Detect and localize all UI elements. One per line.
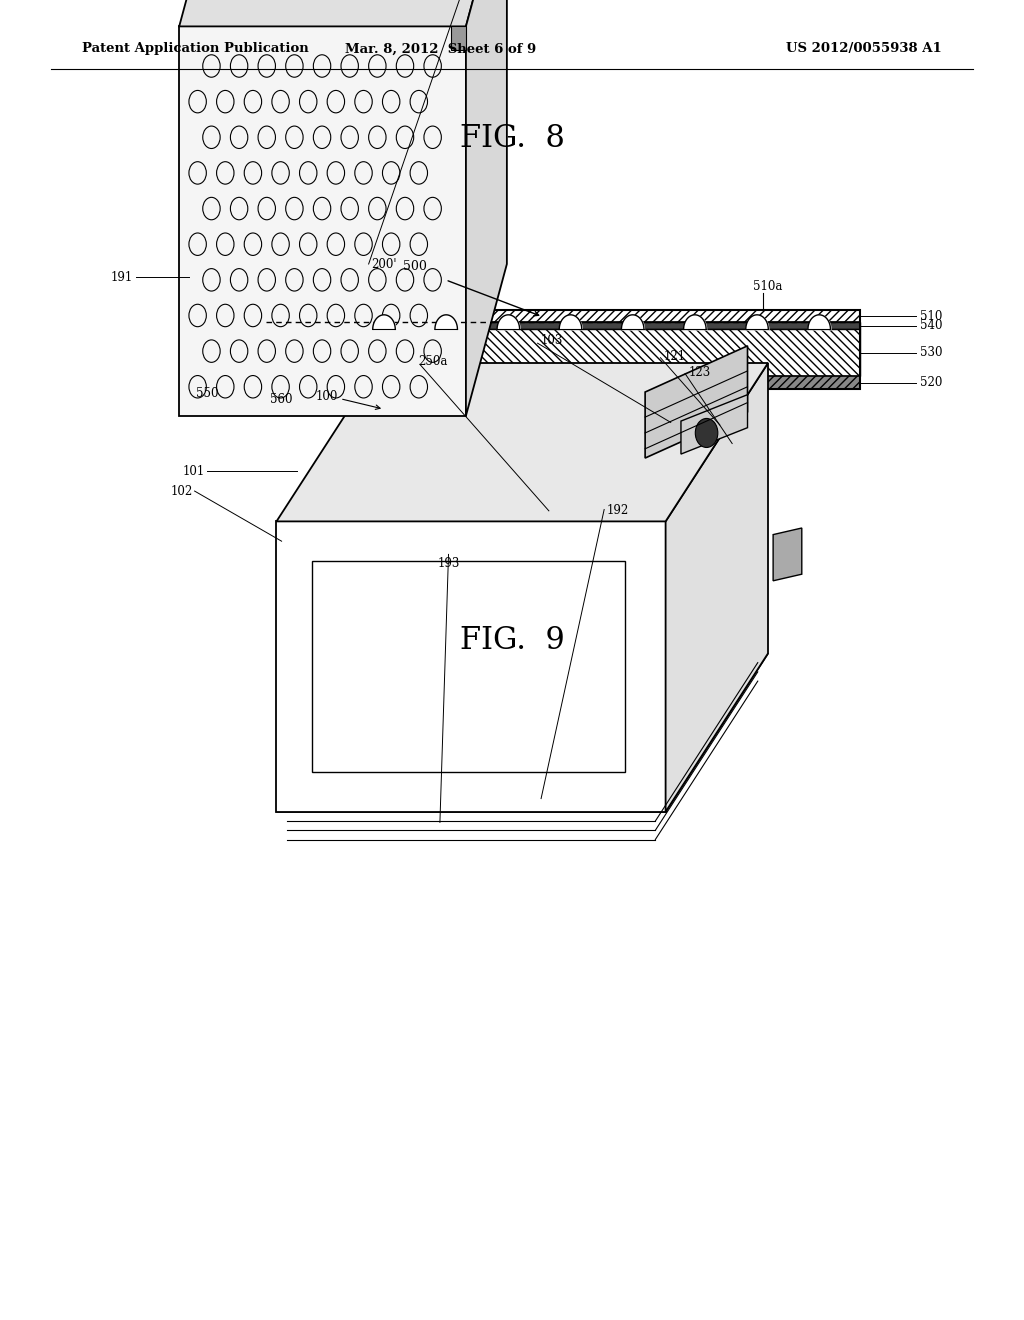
Text: 200': 200'	[371, 257, 396, 271]
Text: 520: 520	[920, 376, 942, 389]
Text: 530: 530	[920, 346, 942, 359]
Polygon shape	[358, 310, 860, 322]
Text: 192: 192	[606, 504, 629, 517]
Text: 103: 103	[541, 334, 563, 347]
Text: 510a: 510a	[753, 280, 782, 293]
Polygon shape	[645, 346, 748, 458]
Polygon shape	[773, 528, 802, 581]
Text: 100: 100	[315, 389, 338, 403]
Text: US 2012/0055938 A1: US 2012/0055938 A1	[786, 42, 942, 55]
Polygon shape	[451, 26, 466, 50]
Text: 123: 123	[688, 366, 711, 379]
Polygon shape	[179, 26, 466, 416]
Circle shape	[695, 418, 718, 447]
Polygon shape	[666, 363, 768, 812]
Polygon shape	[276, 363, 768, 521]
Polygon shape	[358, 330, 860, 376]
Text: 193: 193	[437, 557, 460, 570]
Text: Patent Application Publication: Patent Application Publication	[82, 42, 308, 55]
Text: FIG.  9: FIG. 9	[460, 624, 564, 656]
Polygon shape	[681, 395, 748, 454]
Text: 510: 510	[920, 310, 942, 322]
Text: 102: 102	[170, 484, 193, 498]
Text: 250a: 250a	[418, 355, 447, 368]
Polygon shape	[276, 521, 666, 812]
Text: 540: 540	[920, 319, 942, 333]
Polygon shape	[276, 653, 768, 812]
Text: 550: 550	[197, 387, 218, 400]
Polygon shape	[466, 0, 507, 416]
Text: 191: 191	[111, 271, 133, 284]
Text: FIG.  8: FIG. 8	[460, 123, 564, 154]
Text: 560: 560	[270, 393, 293, 407]
Polygon shape	[312, 561, 625, 772]
Polygon shape	[358, 376, 860, 389]
Text: Mar. 8, 2012  Sheet 6 of 9: Mar. 8, 2012 Sheet 6 of 9	[345, 42, 536, 55]
Text: 101: 101	[182, 465, 205, 478]
Text: 121: 121	[664, 350, 686, 363]
Polygon shape	[358, 322, 860, 330]
Polygon shape	[179, 0, 507, 26]
Text: 500: 500	[402, 260, 427, 273]
